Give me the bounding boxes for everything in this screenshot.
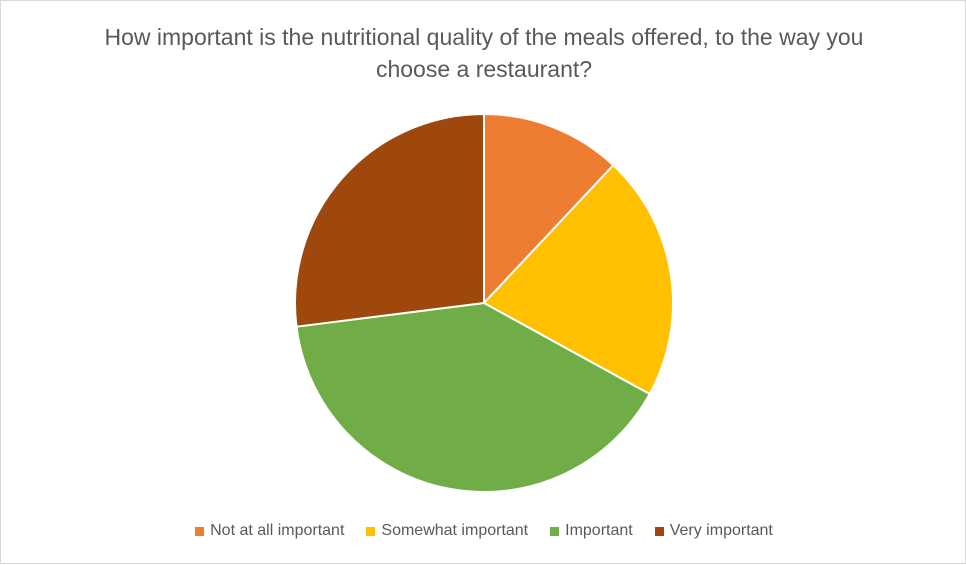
legend-label: Somewhat important (381, 522, 529, 539)
legend: Not at all important Somewhat important Im… (1, 522, 966, 540)
legend-label: Important (565, 522, 633, 539)
legend-swatch (654, 526, 664, 536)
legend-item: Very important (654, 522, 773, 540)
pie-slice (295, 301, 651, 493)
chart-title: How important is the nutritional quality… (104, 24, 864, 82)
pie-slice (294, 112, 485, 328)
legend-item: Important (550, 522, 633, 540)
legend-label: Not at all important (210, 522, 345, 539)
legend-item: Not at all important (195, 522, 344, 540)
pie-slice (482, 163, 674, 396)
legend-swatch (366, 526, 376, 536)
legend-swatch (550, 526, 560, 536)
pie-slice (483, 112, 615, 306)
legend-label: Very important (669, 522, 773, 539)
legend-item: Somewhat important (366, 522, 528, 540)
legend-swatch (195, 526, 205, 536)
